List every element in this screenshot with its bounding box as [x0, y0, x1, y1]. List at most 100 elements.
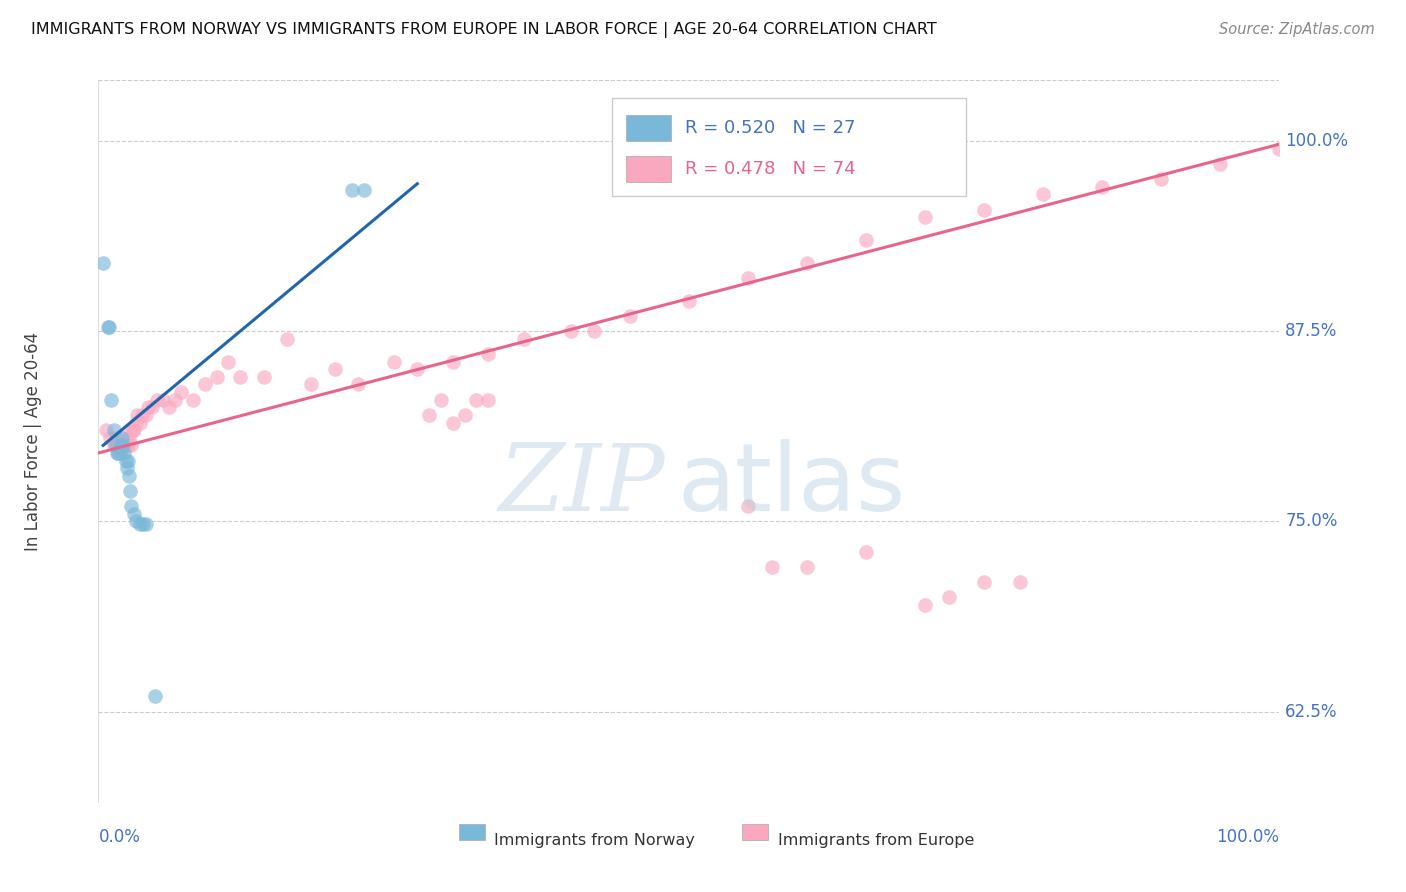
Point: [583, 324, 606, 338]
Text: Immigrants from Norway: Immigrants from Norway: [494, 833, 695, 848]
Point: [105, 438, 128, 452]
Point: [181, 392, 204, 407]
Point: [1032, 187, 1054, 202]
Point: [560, 324, 582, 338]
Text: 62.5%: 62.5%: [1285, 703, 1339, 721]
Point: [152, 392, 174, 407]
Bar: [626, 155, 671, 182]
Point: [135, 517, 157, 532]
Point: [229, 370, 252, 384]
Point: [121, 423, 143, 437]
Point: [205, 370, 228, 384]
Point: [91, 256, 114, 270]
Bar: [458, 824, 485, 840]
Text: IMMIGRANTS FROM NORWAY VS IMMIGRANTS FROM EUROPE IN LABOR FORCE | AGE 20-64 CORR: IMMIGRANTS FROM NORWAY VS IMMIGRANTS FRO…: [31, 22, 936, 38]
Text: 87.5%: 87.5%: [1285, 322, 1337, 340]
Point: [276, 332, 298, 346]
Point: [855, 545, 877, 559]
Point: [761, 560, 783, 574]
Point: [122, 423, 145, 437]
Point: [619, 309, 641, 323]
Point: [973, 575, 995, 590]
Point: [121, 499, 143, 513]
Point: [125, 515, 148, 529]
Point: [253, 370, 276, 384]
Point: [796, 560, 818, 574]
Point: [128, 416, 150, 430]
Point: [914, 210, 936, 224]
Point: [165, 392, 187, 407]
Point: [114, 453, 136, 467]
Text: R = 0.520   N = 27: R = 0.520 N = 27: [685, 119, 856, 136]
Point: [112, 438, 135, 452]
Point: [122, 507, 145, 521]
Point: [465, 392, 488, 407]
Bar: [742, 824, 768, 840]
Point: [353, 183, 375, 197]
Text: ZIP: ZIP: [499, 440, 665, 530]
Point: [131, 408, 153, 422]
Point: [112, 446, 135, 460]
Text: In Labor Force | Age 20-64: In Labor Force | Age 20-64: [24, 332, 42, 551]
Point: [737, 499, 759, 513]
Point: [347, 377, 370, 392]
Point: [477, 392, 499, 407]
Point: [121, 438, 143, 452]
Point: [97, 319, 120, 334]
Point: [108, 446, 131, 460]
Point: [146, 392, 169, 407]
Point: [98, 431, 121, 445]
Point: [406, 362, 429, 376]
Point: [143, 690, 166, 704]
FancyBboxPatch shape: [612, 98, 966, 196]
Point: [512, 332, 534, 346]
Point: [477, 347, 499, 361]
Point: [157, 401, 180, 415]
Point: [382, 354, 405, 368]
Text: 75.0%: 75.0%: [1285, 512, 1337, 531]
Point: [1209, 157, 1232, 171]
Point: [299, 377, 322, 392]
Bar: [626, 114, 671, 141]
Text: 100.0%: 100.0%: [1285, 132, 1348, 150]
Point: [100, 392, 122, 407]
Point: [115, 461, 138, 475]
Point: [194, 377, 217, 392]
Point: [441, 416, 464, 430]
Text: 0.0%: 0.0%: [98, 828, 141, 847]
Point: [103, 438, 125, 452]
Point: [114, 438, 136, 452]
Point: [1008, 575, 1031, 590]
Point: [855, 233, 877, 247]
Point: [120, 423, 142, 437]
Point: [103, 423, 125, 437]
Point: [110, 438, 132, 452]
Point: [110, 431, 132, 445]
Point: [914, 598, 936, 612]
Point: [111, 431, 134, 445]
Point: [117, 438, 139, 452]
Text: 100.0%: 100.0%: [1216, 828, 1279, 847]
Point: [117, 453, 139, 467]
Point: [98, 319, 121, 334]
Point: [104, 438, 127, 452]
Point: [112, 438, 135, 452]
Point: [118, 431, 141, 445]
Point: [418, 408, 440, 422]
Point: [120, 483, 142, 498]
Point: [128, 517, 150, 532]
Point: [441, 354, 464, 368]
Point: [105, 446, 128, 460]
Point: [127, 408, 149, 422]
Point: [973, 202, 995, 217]
Point: [112, 438, 135, 452]
Point: [737, 271, 759, 285]
Point: [125, 416, 148, 430]
Point: [132, 517, 155, 532]
Point: [678, 293, 700, 308]
Point: [796, 256, 818, 270]
Point: [342, 183, 364, 197]
Point: [105, 438, 128, 452]
Point: [108, 438, 131, 452]
Point: [94, 423, 117, 437]
